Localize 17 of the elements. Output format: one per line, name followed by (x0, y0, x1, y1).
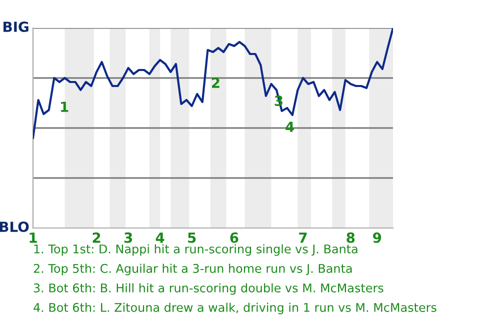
x-tick-label: 1 (30, 232, 37, 243)
text: 1. Top 1st: D. Nappi hit a run-scoring single vs J. Banta (34, 244, 358, 256)
text: 4. Bot 6th: L. Zitouna drew a walk, driving in 1 run vs M. McMasters (34, 302, 436, 314)
x-tick-label: 5 (188, 232, 196, 243)
x-tick-label: 3 (124, 232, 132, 243)
text: 2. Top 5th: C. Aguilar hit a 3-run home run vs J. Banta (34, 264, 352, 276)
text: 3. Bot 6th: B. Hill hit a run-scoring double vs M. McMasters (34, 283, 384, 295)
annotation: 1 (61, 102, 68, 112)
text: BIG (4, 22, 28, 32)
x-tick-label: 7 (299, 232, 307, 243)
x-tick-label: 4 (156, 232, 164, 243)
x-tick-label: 9 (373, 232, 382, 243)
x-tick-label: 6 (230, 232, 238, 243)
x-tick-label: 8 (346, 232, 355, 243)
text: BLO (0, 222, 29, 232)
x-tick-label: 2 (92, 232, 100, 243)
annotation: 2 (212, 78, 220, 88)
